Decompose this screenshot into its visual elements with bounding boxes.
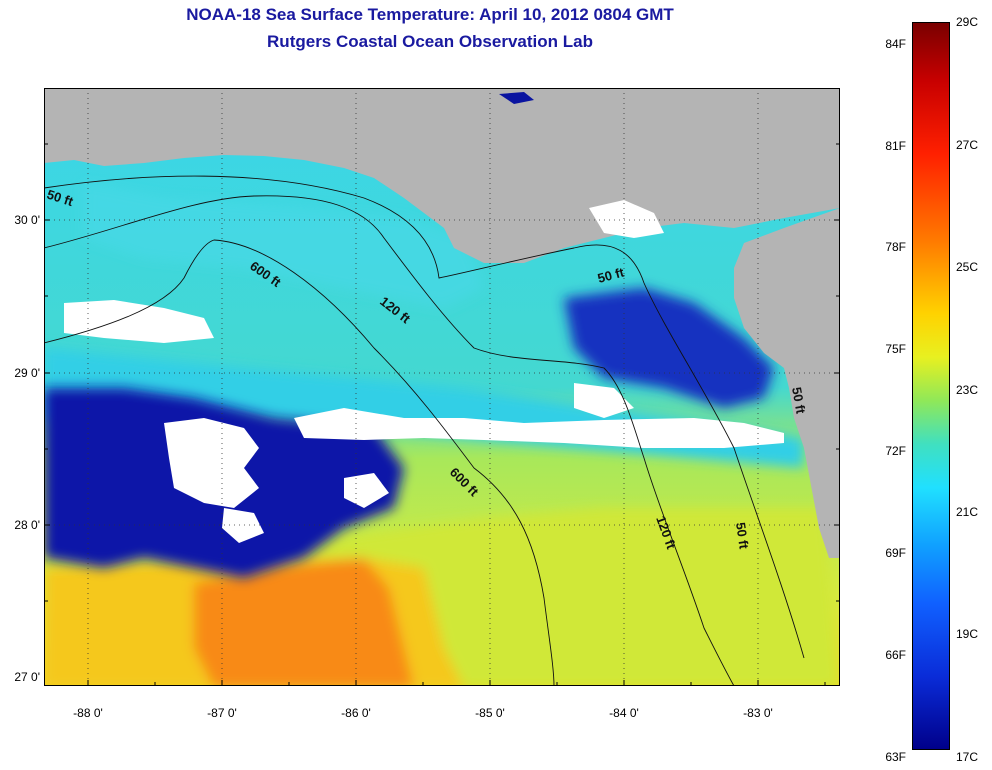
cloud-patch [64,300,214,343]
colorbar-label-f: 66F [885,648,906,662]
chart-subtitle: Rutgers Coastal Ocean Observation Lab [267,32,593,51]
colorbar-label-f: 75F [885,342,906,356]
temperature-colorbar [912,22,950,750]
cloud-patch [222,508,264,543]
cloud-patch [294,408,784,448]
colorbar-label-c: 25C [956,260,979,274]
lon-label: -84 0' [609,706,639,720]
land-coast-strip [804,438,840,558]
colorbar-label-f: 69F [885,546,906,560]
bay-water [499,92,534,104]
hot-water-region [194,558,414,686]
lon-label: -86 0' [341,706,371,720]
axis-ticks [44,143,840,686]
contour-label: 50 ft [596,264,626,286]
colorbar-label-c: 29C [956,15,979,29]
cloud-patch [574,383,634,418]
map-frame [44,88,840,686]
colorbar-label-c: 23C [956,383,979,397]
lat-label: 28 0' [14,518,40,532]
lon-label: -88 0' [73,706,103,720]
contour-label: 50 ft [789,386,809,416]
colorbar-label-c: 27C [956,138,979,152]
lon-label: -85 0' [475,706,505,720]
lon-label: -87 0' [207,706,237,720]
colorbar-label-f: 81F [885,139,906,153]
chart-title: NOAA-18 Sea Surface Temperature: April 1… [186,5,674,24]
colorbar-label-f: 78F [885,240,906,254]
colorbar-label-f: 72F [885,444,906,458]
contour-50ft [44,175,805,659]
contour-600ft [44,239,555,686]
lat-label: 30 0' [14,213,40,227]
contour-120ft [44,195,735,686]
cloud-over-bay [589,200,664,238]
colorbar-label-f: 84F [885,37,906,51]
lat-label: 29 0' [14,366,40,380]
lon-label: -83 0' [743,706,773,720]
contour-label: 50 ft [733,521,752,550]
colorbar-label-f: 63F [885,750,906,764]
colorbar-label-c: 19C [956,627,979,641]
cloud-patch [164,418,259,508]
lat-label: 27 0' [14,670,40,684]
cloud-patch [344,473,389,508]
depth-contours [44,175,805,686]
sea-surface-temperature-map: 50 ft 600 ft 120 ft 50 ft 600 ft 120 ft … [44,88,840,686]
cold-water-east [564,288,774,408]
colorbar-label-c: 17C [956,750,979,764]
colorbar-label-c: 21C [956,505,979,519]
cool-water-north [84,183,484,308]
